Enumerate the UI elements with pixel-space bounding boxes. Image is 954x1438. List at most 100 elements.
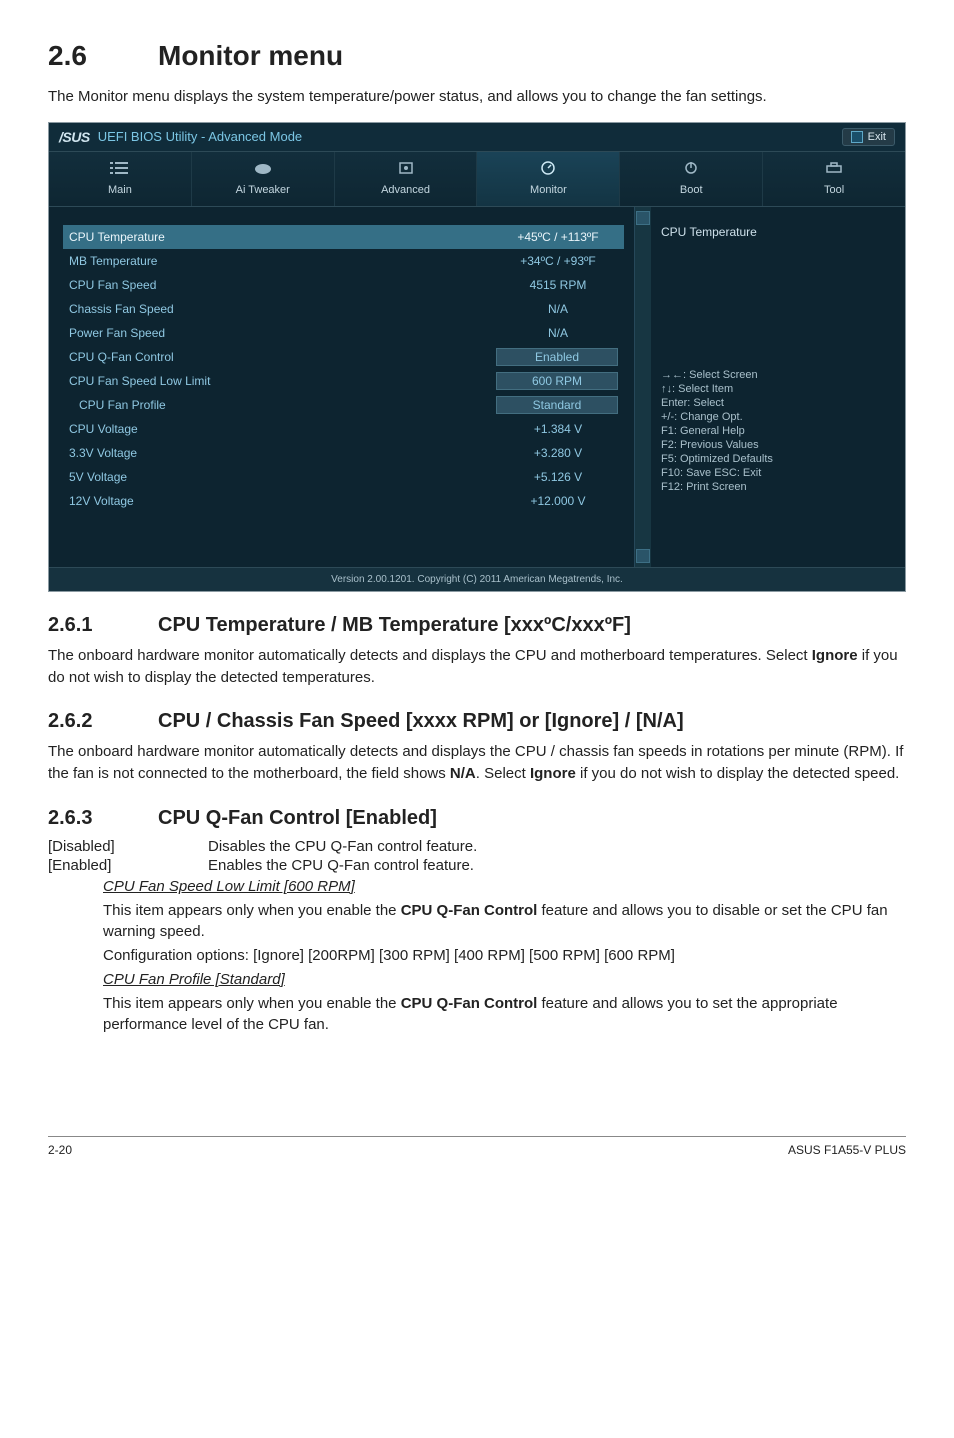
value-12v-voltage: +12.000 V — [498, 494, 618, 508]
sub1-block: CPU Fan Speed Low Limit [600 RPM] This i… — [103, 876, 906, 1036]
kv-enabled-key: [Enabled] — [48, 857, 208, 874]
exit-button[interactable]: Exit — [842, 128, 895, 146]
row-cpu-qfan-control[interactable]: CPU Q-Fan Control Enabled — [63, 345, 624, 369]
tab-main-label: Main — [108, 184, 132, 196]
asus-logo: /SUS — [59, 129, 90, 145]
row-12v-voltage[interactable]: 12V Voltage +12.000 V — [63, 489, 624, 513]
label-chassis-fan-speed: Chassis Fan Speed — [69, 302, 174, 316]
value-cpu-fan-low-limit: 600 RPM — [496, 372, 618, 390]
chip-icon — [396, 160, 416, 176]
tab-main[interactable]: Main — [49, 152, 192, 206]
value-power-fan-speed: N/A — [498, 326, 618, 340]
heading-261: 2.6.1CPU Temperature / MB Temperature [x… — [48, 614, 906, 637]
product-name: ASUS F1A55-V PLUS — [788, 1143, 906, 1157]
help-key: F12: Print Screen — [661, 481, 891, 493]
bios-help-panel: CPU Temperature →←: Select Screen ↑↓: Se… — [651, 207, 905, 567]
label-cpu-fan-low-limit: CPU Fan Speed Low Limit — [69, 374, 210, 388]
tab-advanced-label: Advanced — [381, 184, 430, 196]
help-key: Enter: Select — [661, 397, 891, 409]
tab-monitor-label: Monitor — [530, 184, 567, 196]
tab-ai-tweaker-label: Ai Tweaker — [236, 184, 290, 196]
row-cpu-temperature[interactable]: CPU Temperature +45ºC / +113ºF — [63, 225, 624, 249]
label-12v-voltage: 12V Voltage — [69, 494, 134, 508]
sub2-title: CPU Fan Profile [Standard] — [103, 971, 285, 988]
row-cpu-voltage[interactable]: CPU Voltage +1.384 V — [63, 417, 624, 441]
scroll-down-icon[interactable] — [636, 549, 650, 563]
row-cpu-fan-low-limit[interactable]: CPU Fan Speed Low Limit 600 RPM — [63, 369, 624, 393]
value-chassis-fan-speed: N/A — [498, 302, 618, 316]
value-cpu-fan-speed: 4515 RPM — [498, 278, 618, 292]
scrollbar[interactable] — [634, 207, 651, 567]
kv-disabled-val: Disables the CPU Q-Fan control feature. — [208, 838, 477, 855]
section-title-text: Monitor menu — [158, 40, 343, 71]
exit-icon — [851, 131, 863, 143]
tab-advanced[interactable]: Advanced — [335, 152, 478, 206]
help-key: +/-: Change Opt. — [661, 411, 891, 423]
heading-262-num: 2.6.2 — [48, 710, 158, 733]
tab-tool[interactable]: Tool — [763, 152, 905, 206]
sub1-p2: Configuration options: [Ignore] [200RPM]… — [103, 945, 906, 967]
row-chassis-fan-speed[interactable]: Chassis Fan Speed N/A — [63, 297, 624, 321]
heading-262-title: CPU / Chassis Fan Speed [xxxx RPM] or [I… — [158, 710, 684, 732]
tab-monitor[interactable]: Monitor — [477, 152, 620, 206]
row-33v-voltage[interactable]: 3.3V Voltage +3.280 V — [63, 441, 624, 465]
help-key: F1: General Help — [661, 425, 891, 437]
tab-tool-label: Tool — [824, 184, 844, 196]
label-mb-temperature: MB Temperature — [69, 254, 157, 268]
heading-262: 2.6.2CPU / Chassis Fan Speed [xxxx RPM] … — [48, 710, 906, 733]
kv-enabled: [Enabled] Enables the CPU Q-Fan control … — [48, 857, 906, 874]
help-key: F10: Save ESC: Exit — [661, 467, 891, 479]
label-cpu-fan-speed: CPU Fan Speed — [69, 278, 156, 292]
heading-263-title: CPU Q-Fan Control [Enabled] — [158, 807, 437, 829]
sub1-title: CPU Fan Speed Low Limit [600 RPM] — [103, 878, 355, 895]
kv-enabled-val: Enables the CPU Q-Fan control feature. — [208, 857, 474, 874]
label-cpu-fan-profile: CPU Fan Profile — [79, 398, 166, 412]
text-261: The onboard hardware monitor automatical… — [48, 645, 906, 689]
value-cpu-qfan-control: Enabled — [496, 348, 618, 366]
bios-window: /SUS UEFI BIOS Utility - Advanced Mode E… — [48, 122, 906, 592]
value-33v-voltage: +3.280 V — [498, 446, 618, 460]
help-keys: →←: Select Screen ↑↓: Select Item Enter:… — [661, 369, 891, 493]
scroll-up-icon[interactable] — [636, 211, 650, 225]
label-cpu-voltage: CPU Voltage — [69, 422, 138, 436]
value-5v-voltage: +5.126 V — [498, 470, 618, 484]
cloud-icon — [253, 160, 273, 176]
bios-subtitle: UEFI BIOS Utility - Advanced Mode — [98, 129, 302, 144]
value-cpu-temperature: +45ºC / +113ºF — [498, 230, 618, 244]
heading-261-num: 2.6.1 — [48, 614, 158, 637]
tab-ai-tweaker[interactable]: Ai Tweaker — [192, 152, 335, 206]
row-5v-voltage[interactable]: 5V Voltage +5.126 V — [63, 465, 624, 489]
bios-tabs: Main Ai Tweaker Advanced Monitor Boot To… — [49, 152, 905, 207]
heading-263-num: 2.6.3 — [48, 807, 158, 830]
help-key: →←: Select Screen — [661, 369, 891, 381]
page-footer: 2-20 ASUS F1A55-V PLUS — [48, 1136, 906, 1177]
row-power-fan-speed[interactable]: Power Fan Speed N/A — [63, 321, 624, 345]
row-cpu-fan-profile[interactable]: CPU Fan Profile Standard — [63, 393, 624, 417]
help-title: CPU Temperature — [661, 225, 891, 239]
label-cpu-temperature: CPU Temperature — [69, 230, 165, 244]
tool-icon — [824, 160, 844, 176]
list-icon — [110, 160, 130, 176]
label-5v-voltage: 5V Voltage — [69, 470, 127, 484]
kv-disabled: [Disabled] Disables the CPU Q-Fan contro… — [48, 838, 906, 855]
exit-label: Exit — [868, 131, 886, 143]
tab-boot[interactable]: Boot — [620, 152, 763, 206]
value-cpu-voltage: +1.384 V — [498, 422, 618, 436]
section-heading: 2.6Monitor menu — [48, 40, 906, 72]
heading-263: 2.6.3CPU Q-Fan Control [Enabled] — [48, 807, 906, 830]
text-262: The onboard hardware monitor automatical… — [48, 741, 906, 785]
label-cpu-qfan-control: CPU Q-Fan Control — [69, 350, 174, 364]
bios-footer: Version 2.00.1201. Copyright (C) 2011 Am… — [49, 567, 905, 591]
help-key: F5: Optimized Defaults — [661, 453, 891, 465]
label-power-fan-speed: Power Fan Speed — [69, 326, 165, 340]
power-icon — [681, 160, 701, 176]
value-cpu-fan-profile: Standard — [496, 396, 618, 414]
help-key: F2: Previous Values — [661, 439, 891, 451]
row-cpu-fan-speed[interactable]: CPU Fan Speed 4515 RPM — [63, 273, 624, 297]
kv-disabled-key: [Disabled] — [48, 838, 208, 855]
value-mb-temperature: +34ºC / +93ºF — [498, 254, 618, 268]
label-33v-voltage: 3.3V Voltage — [69, 446, 137, 460]
bios-titlebar: /SUS UEFI BIOS Utility - Advanced Mode E… — [49, 123, 905, 152]
row-mb-temperature[interactable]: MB Temperature +34ºC / +93ºF — [63, 249, 624, 273]
monitor-icon — [538, 160, 558, 176]
